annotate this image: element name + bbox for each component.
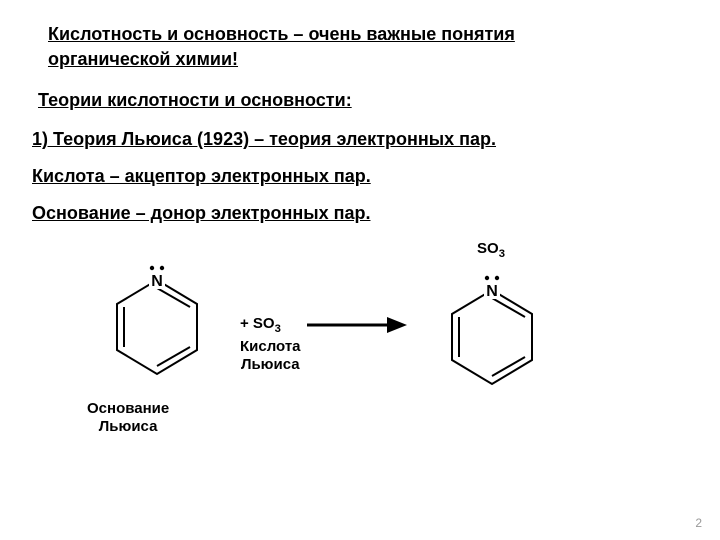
subtitle: Теории кислотности и основности: (38, 90, 688, 111)
main-title: Кислотность и основность – очень важные … (48, 22, 688, 72)
theory-item-3: Основание – донор электронных пар. (32, 203, 688, 224)
pyridine-left: N (92, 260, 222, 390)
theory-item-1: 1) Теория Льюиса (1923) – теория электро… (32, 129, 688, 150)
acid-label: Кислота Льюиса (240, 338, 301, 374)
reaction-arrow (302, 310, 412, 340)
plus-reagent: + SO3 (240, 315, 281, 335)
theory-item-2: Кислота – акцептор электронных пар. (32, 166, 688, 187)
svg-text:N: N (486, 283, 498, 300)
title-line-2: органической химии! (48, 49, 238, 69)
pyridine-so3-right: N (427, 260, 557, 410)
so3-top-label: SO3 (477, 240, 505, 260)
base-label: Основание Льюиса (87, 400, 169, 436)
page-number: 2 (695, 516, 702, 530)
svg-text:N: N (151, 273, 163, 290)
reaction-diagram: N + SO3 Кислота Льюиса N SO3 Основан (32, 240, 688, 460)
title-line-1: Кислотность и основность – очень важные … (48, 24, 515, 44)
